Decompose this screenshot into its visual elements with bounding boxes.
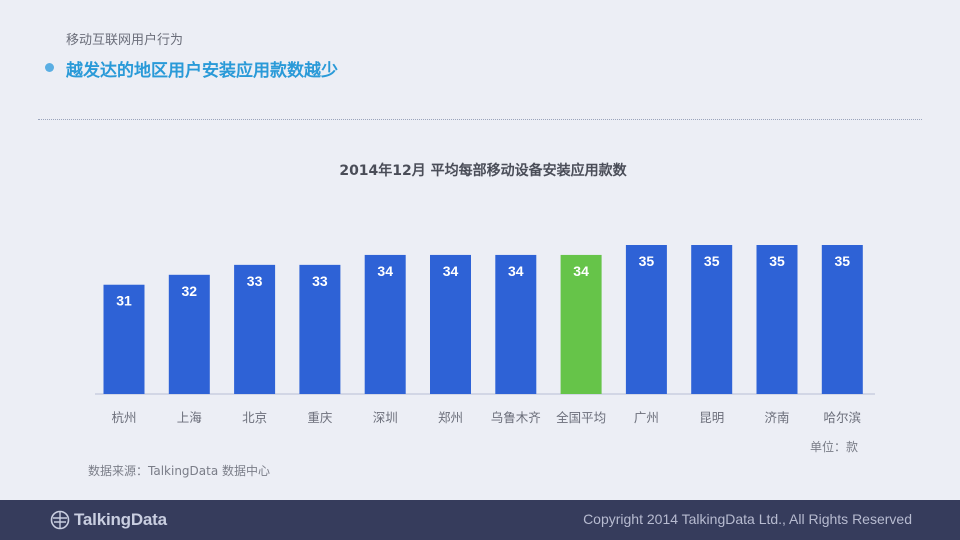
bar bbox=[234, 264, 276, 394]
x-tick-label: 广州 bbox=[634, 410, 659, 425]
copyright-text: Copyright 2014 TalkingData Ltd., All Rig… bbox=[583, 511, 912, 527]
bar bbox=[625, 245, 667, 394]
x-tick-label: 乌鲁木齐 bbox=[491, 410, 542, 425]
x-tick-label: 北京 bbox=[242, 410, 267, 425]
bar-value-label: 32 bbox=[182, 283, 198, 299]
bar-value-label: 34 bbox=[443, 263, 459, 279]
data-source: 数据来源：TalkingData 数据中心 bbox=[88, 464, 271, 478]
x-tick-label: 重庆 bbox=[307, 410, 333, 425]
chart-title: 2014年12月 平均每部移动设备安装应用款数 bbox=[339, 163, 627, 179]
dotted-divider bbox=[38, 119, 922, 120]
bar-value-label: 35 bbox=[639, 253, 655, 269]
x-tick-label: 上海 bbox=[177, 410, 203, 425]
talkingdata-logo: TalkingData bbox=[50, 509, 167, 531]
x-tick-label: 深圳 bbox=[373, 410, 398, 425]
x-tick-label: 昆明 bbox=[699, 410, 724, 425]
page-headline: 越发达的地区用户安装应用款数越少 bbox=[66, 61, 338, 81]
bar-value-label: 34 bbox=[508, 263, 524, 279]
logo-icon bbox=[50, 510, 70, 530]
bar-value-label: 33 bbox=[247, 273, 263, 289]
bar bbox=[299, 264, 341, 394]
bar-value-label: 34 bbox=[377, 263, 393, 279]
bar-value-label: 35 bbox=[704, 253, 720, 269]
bar bbox=[103, 284, 145, 394]
bar-value-label: 33 bbox=[312, 273, 328, 289]
unit-label: 单位：款 bbox=[810, 440, 859, 454]
x-tick-label: 全国平均 bbox=[556, 410, 606, 425]
bar-value-label: 34 bbox=[573, 263, 589, 279]
section-subtitle: 移动互联网用户行为 bbox=[66, 33, 184, 48]
bar-value-label: 35 bbox=[835, 253, 851, 269]
bar bbox=[495, 254, 537, 394]
bar-value-label: 35 bbox=[769, 253, 785, 269]
bar bbox=[756, 245, 798, 394]
bar bbox=[821, 245, 863, 394]
x-tick-label: 哈尔滨 bbox=[824, 410, 862, 425]
x-tick-label: 郑州 bbox=[438, 410, 463, 425]
x-tick-label: 杭州 bbox=[111, 410, 136, 425]
bullet-dot-icon bbox=[45, 63, 54, 72]
footer-bar: TalkingData Copyright 2014 TalkingData L… bbox=[0, 500, 960, 540]
x-tick-label: 济南 bbox=[764, 410, 789, 425]
bar-value-label: 31 bbox=[116, 293, 132, 309]
bar bbox=[560, 254, 602, 394]
bar bbox=[168, 274, 210, 394]
bar bbox=[364, 254, 406, 394]
bar bbox=[691, 245, 733, 394]
logo-text: TalkingData bbox=[74, 510, 167, 529]
bar bbox=[430, 254, 471, 394]
